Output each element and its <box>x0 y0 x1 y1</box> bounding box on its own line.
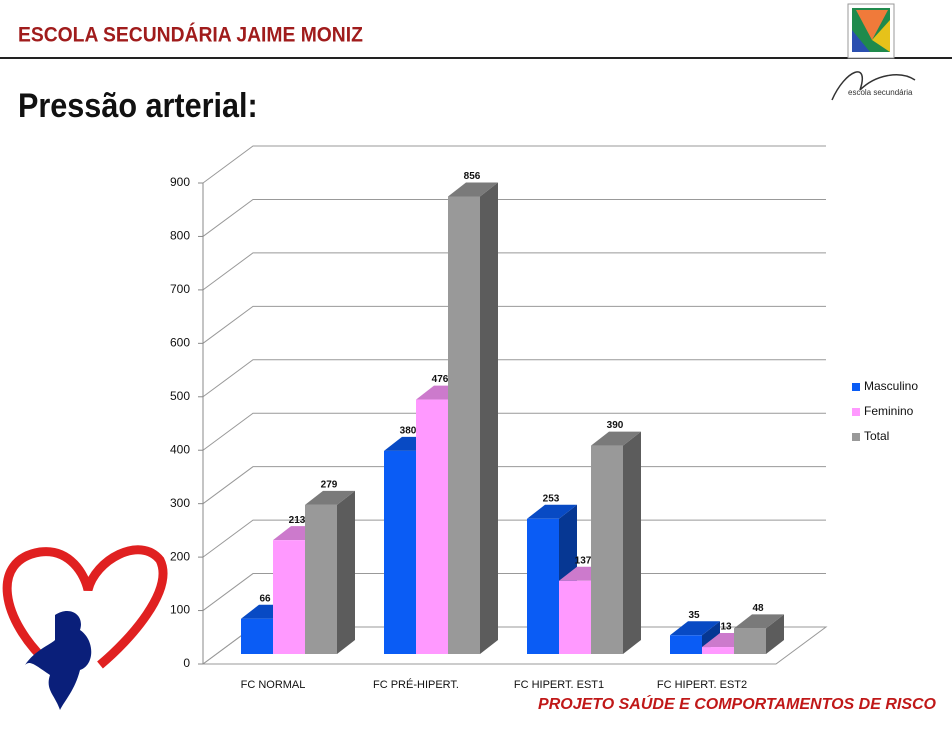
school-logo: escola secundária <box>831 3 916 101</box>
bar-front <box>702 647 734 654</box>
bar-side <box>337 490 355 654</box>
bar <box>591 431 641 654</box>
legend-swatch <box>852 383 860 391</box>
y-tick-label: 200 <box>170 549 190 563</box>
legend-swatch <box>852 408 860 416</box>
value-label: 13 <box>720 622 732 633</box>
y-tick-label: 900 <box>170 175 190 189</box>
value-label: 390 <box>607 420 624 431</box>
grid-line <box>202 145 826 184</box>
bar-front <box>559 580 591 654</box>
bar-side <box>766 614 784 654</box>
bar-front <box>241 618 273 654</box>
x-tick-label: FC NORMAL <box>241 679 306 691</box>
grid-line <box>202 305 826 344</box>
y-tick-label: 0 <box>183 656 190 670</box>
school-name: ESCOLA SECUNDÁRIA JAIME MONIZ <box>18 23 363 47</box>
bar-front <box>273 540 305 654</box>
value-label: 48 <box>752 603 764 614</box>
value-label: 35 <box>688 610 700 621</box>
bar-top <box>305 490 355 505</box>
bar-top <box>448 182 498 197</box>
value-label: 66 <box>259 593 271 604</box>
bar-front <box>305 504 337 654</box>
bar-top <box>670 621 720 636</box>
value-label: 856 <box>464 171 481 182</box>
bar <box>734 614 784 654</box>
bar-front <box>734 628 766 654</box>
y-tick-label: 400 <box>170 442 190 456</box>
footer: PROJETO SAÚDE E COMPORTAMENTOS DE RISCO <box>538 694 937 713</box>
y-tick-label: 300 <box>170 496 190 510</box>
legend-label: Total <box>864 429 889 443</box>
bar-side <box>480 182 498 654</box>
value-label: 279 <box>321 480 338 491</box>
bar-front <box>384 450 416 654</box>
x-tick-label: FC PRÉ-HIPERT. <box>373 678 459 691</box>
bar <box>448 182 498 654</box>
logo-caption: escola secundária <box>848 88 913 97</box>
bar-front <box>527 518 559 654</box>
y-tick-label: 700 <box>170 282 190 296</box>
legend-swatch <box>852 433 860 441</box>
y-tick-label: 600 <box>170 336 190 350</box>
legend-label: Feminino <box>864 404 914 418</box>
value-label: 476 <box>432 374 449 385</box>
bar-top <box>527 504 577 519</box>
grid-line <box>202 359 826 398</box>
value-label: 137 <box>575 555 592 566</box>
bar-top <box>734 614 784 629</box>
grid-line <box>202 252 826 291</box>
bar-front <box>416 399 448 654</box>
y-tick-label: 500 <box>170 389 190 403</box>
value-label: 213 <box>289 515 306 526</box>
y-tick-label: 100 <box>170 603 190 617</box>
bar-front <box>670 635 702 654</box>
x-tick-label: FC HIPERT. EST1 <box>514 679 604 691</box>
legend-label: Masculino <box>864 379 918 393</box>
bar-front <box>591 445 623 654</box>
grid-line <box>202 198 826 237</box>
value-label: 380 <box>400 426 417 437</box>
heart-logo <box>2 545 168 710</box>
bar-front <box>448 196 480 654</box>
bar <box>305 490 355 654</box>
bar-side <box>623 431 641 654</box>
chart: 0 100 200 300 400 500 600 700 800 900 FC NORMAL 66 2… <box>170 145 918 691</box>
grid-line <box>202 412 826 451</box>
value-label: 253 <box>543 493 560 504</box>
x-tick-label: FC HIPERT. EST2 <box>657 679 747 691</box>
y-tick-label: 800 <box>170 229 190 243</box>
bar-top <box>591 431 641 446</box>
slide-title: Pressão arterial: <box>18 87 258 125</box>
